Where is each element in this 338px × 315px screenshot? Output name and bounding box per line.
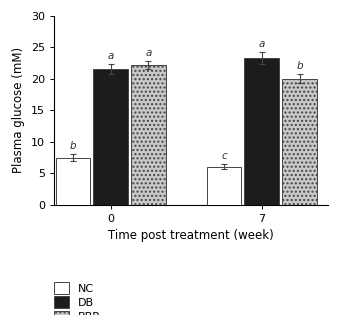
Y-axis label: Plasma glucose (mM): Plasma glucose (mM) (13, 47, 25, 173)
Text: b: b (296, 61, 303, 71)
Text: c: c (221, 151, 227, 161)
Text: a: a (107, 51, 114, 61)
Bar (244, 58, 279, 205)
Text: b: b (70, 141, 76, 151)
Text: a: a (145, 48, 152, 58)
Text: a: a (259, 38, 265, 49)
Legend: NC, DB, BBR: NC, DB, BBR (54, 282, 100, 315)
Bar (55, 158, 90, 205)
Bar (131, 65, 166, 205)
Bar (282, 79, 317, 205)
X-axis label: Time post treatment (week): Time post treatment (week) (108, 229, 274, 242)
Bar (207, 167, 241, 205)
Bar (93, 69, 128, 205)
